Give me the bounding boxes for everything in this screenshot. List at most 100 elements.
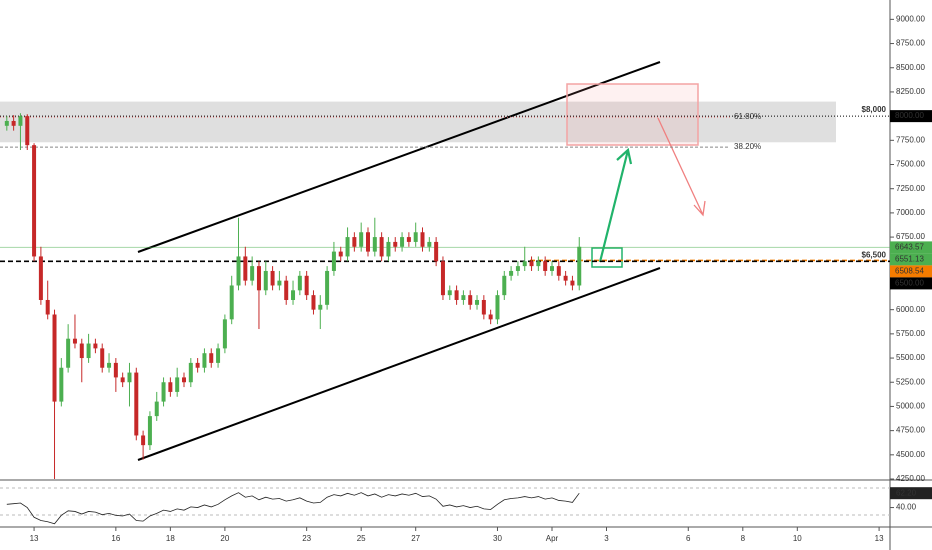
candle-body [229,285,234,320]
price-label: 6643.57 [895,242,924,251]
y-tick-label: 4750.00 [896,426,925,435]
price-label: 6500.00 [895,278,924,287]
candle-body [216,348,221,363]
rsi-line [6,492,580,525]
rsi-tick-label: 40.00 [896,503,917,512]
candle-body [154,401,159,417]
candle-body [11,120,16,126]
candle-body [529,261,534,267]
candle-body [93,343,98,349]
x-tick-label: 20 [220,534,229,543]
candle-body [256,266,261,291]
candle-body [359,232,364,247]
candle-body [236,256,241,286]
candle-body [52,314,57,402]
candle-body [4,120,9,126]
x-tick-label: 6 [686,534,691,543]
candle-body [147,416,152,446]
y-tick-label: 6000.00 [896,305,925,314]
price-label: 8000.00 [895,111,924,120]
y-tick-label: 7000.00 [896,208,925,217]
candle-body [188,362,193,383]
candle-body [413,232,418,242]
candle-body [427,241,432,247]
level-note: $8,000 [862,105,887,114]
rsi-label-box [890,487,932,500]
y-tick-label: 8250.00 [896,87,925,96]
candle-body [304,275,309,296]
candle-body [209,353,214,363]
x-tick-label: 13 [30,534,39,543]
price-label-box [890,241,932,254]
candle-body [284,280,289,300]
candle-body [181,377,186,383]
fib-label: 61.80% [734,112,761,121]
y-tick-label: 5500.00 [896,353,925,362]
candle-body [25,116,30,146]
candle-body [502,275,507,296]
candle-body [120,377,125,383]
resistance-zone [0,101,836,143]
candle-body [107,362,112,368]
candle-body [243,256,248,281]
entry-box [591,247,623,268]
price-label-box [890,253,932,266]
candle-body [386,241,391,257]
candle-body [365,232,370,252]
channel-upper [137,61,661,253]
candle-body [59,367,64,402]
rsi-last-label: 62.20 [896,488,917,497]
y-tick-label: 6750.00 [896,232,925,241]
candle-body [45,299,50,315]
candle-body [161,382,166,402]
candle-body [175,377,180,392]
candle-body [543,261,548,271]
candle-body [38,256,43,300]
x-tick-label: 23 [302,534,311,543]
price-label: 6551.13 [895,254,924,263]
up-arrow [598,147,633,263]
down-arrow [657,117,706,217]
candle-body [331,251,336,271]
candle-body [127,372,132,383]
price-label: 6508.54 [895,266,924,275]
candle-body [113,362,118,378]
candle-body [291,290,296,300]
candle-body [556,266,561,276]
y-tick-label: 7250.00 [896,184,925,193]
candle-body [515,266,520,271]
y-tick-label: 8500.00 [896,63,925,72]
candle-body [32,145,37,257]
candle-body [325,270,330,305]
candle-body [447,290,452,296]
candle-body [263,270,268,291]
background-layer [0,101,836,143]
candle-body [549,266,554,271]
candle-body [311,295,316,310]
candle-body [222,319,227,349]
candle-body [134,372,139,436]
y-tick-label: 7750.00 [896,135,925,144]
price-label-box [890,265,932,278]
candle-body [570,280,575,286]
candle-body [168,382,173,392]
candle-body [481,299,486,315]
fib-label: 38.20% [734,142,761,151]
candle-body [454,290,459,300]
x-tick-label: 13 [875,534,884,543]
target-box [566,83,699,146]
price-label-box [890,277,932,290]
candle-body [434,241,439,262]
y-tick-label: 4500.00 [896,450,925,459]
candle-body [536,261,541,267]
candle-body [522,261,527,267]
candle-body [18,116,23,126]
candle-body [461,295,466,300]
x-tick-label: 16 [111,534,120,543]
candle-body [202,353,207,368]
candle-body [352,237,357,247]
candle-body [393,241,398,247]
candle-body [79,343,84,359]
candle-body [86,343,91,359]
